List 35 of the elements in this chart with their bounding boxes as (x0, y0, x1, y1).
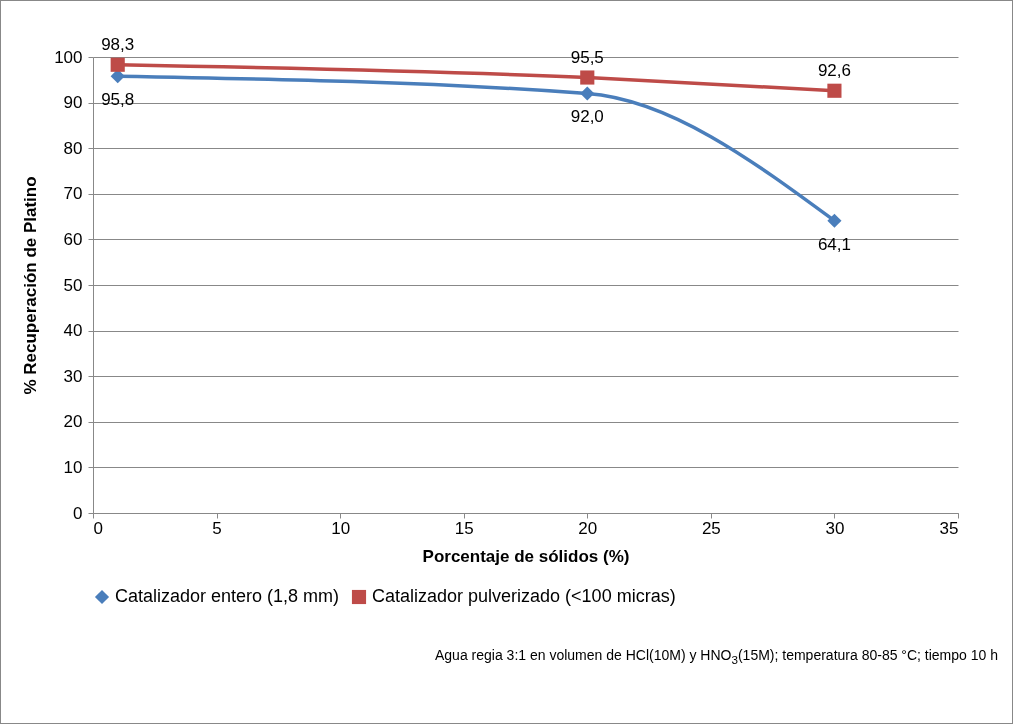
y-tick-label: 0 (73, 503, 83, 523)
x-tick-label: 10 (331, 518, 351, 538)
data-label: 95,8 (101, 90, 135, 110)
point (827, 213, 842, 228)
y-axis-title: % Recuperación de Platino (21, 176, 41, 395)
x-tick-label: 20 (578, 518, 598, 538)
data-label: 98,3 (101, 34, 135, 54)
data-label: 92,6 (817, 60, 851, 80)
y-tick-label: 90 (63, 93, 83, 113)
y-tick-label: 50 (63, 275, 83, 295)
legend-label: Catalizador entero (1,8 mm) (115, 586, 340, 606)
y-tick-label: 60 (63, 229, 83, 249)
x-tick-label: 15 (454, 518, 474, 538)
legend-label: Catalizador pulverizado (<100 micras) (372, 586, 676, 606)
x-tick-label: 5 (212, 518, 222, 538)
y-tick-label: 100 (54, 47, 83, 67)
y-tick-label: 80 (63, 138, 83, 158)
y-tick-label: 20 (63, 412, 83, 432)
point (110, 57, 125, 72)
point (827, 83, 842, 98)
x-tick-label: 30 (825, 518, 845, 538)
y-tick-label: 10 (63, 457, 83, 477)
y-tick-label: 70 (63, 184, 83, 204)
point (580, 70, 595, 85)
text: Agua regia 3:1 en volumen de HCl(10M) y HNO$_{3}$(15M); temperatura 80-85 °C; tiempo 10 h (434, 647, 998, 666)
x-tick-label: 0 (93, 518, 103, 538)
x-tick-label: 35 (939, 518, 959, 538)
y-tick-label: 30 (63, 366, 83, 386)
data-label: 64,1 (817, 234, 851, 254)
x-tick-label: 25 (701, 518, 721, 538)
y-tick-label: 40 (63, 321, 83, 341)
point (580, 86, 595, 101)
data-label: 95,5 (570, 47, 604, 67)
x-axis-title: Porcentaje de sólidos (%) (422, 546, 630, 566)
data-label: 92,0 (570, 107, 604, 127)
